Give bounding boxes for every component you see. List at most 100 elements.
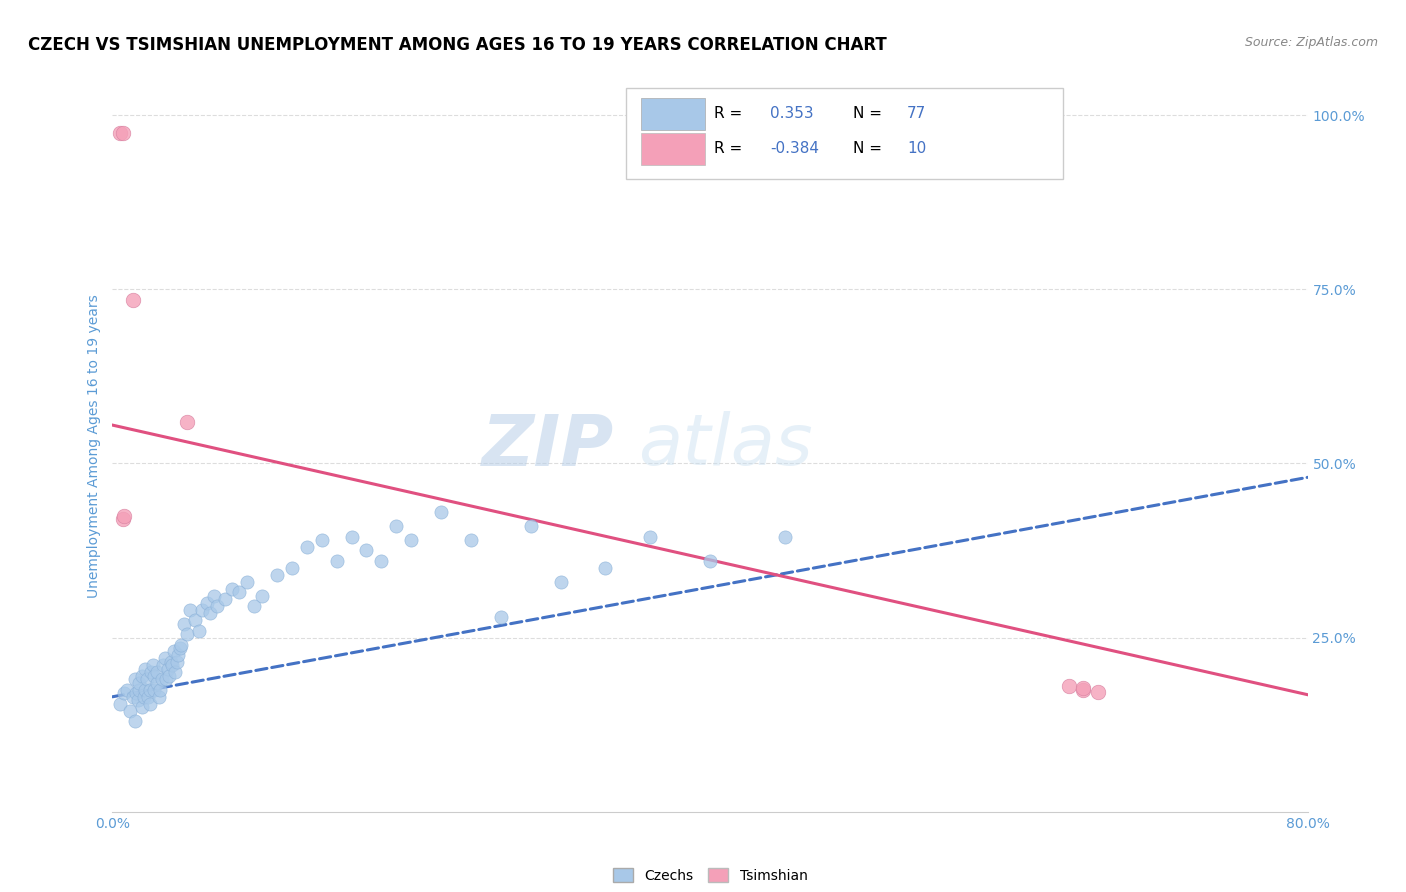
Point [128, 682, 150, 697]
Point [146, 676, 169, 690]
Point [150, 673, 173, 687]
Text: Source: ZipAtlas.com: Source: ZipAtlas.com [1244, 36, 1378, 49]
Point [152, 658, 174, 673]
Y-axis label: Unemployment Among Ages 16 to 19 years: Unemployment Among Ages 16 to 19 years [87, 294, 101, 598]
Point [111, 512, 134, 526]
Text: 10: 10 [907, 141, 927, 156]
Point [155, 673, 177, 687]
Point [195, 596, 218, 610]
Text: 0.353: 0.353 [770, 105, 814, 120]
Point [114, 686, 135, 700]
Point [370, 554, 392, 568]
Point [124, 714, 146, 728]
Point [699, 554, 721, 568]
Point [120, 704, 142, 718]
Text: N =: N = [853, 141, 887, 156]
Point [460, 533, 482, 547]
Point [243, 599, 266, 614]
Point [179, 603, 201, 617]
Point [430, 505, 453, 519]
Point [489, 609, 512, 624]
Point [157, 669, 180, 683]
Point [108, 697, 131, 711]
Point [156, 662, 179, 676]
Point [1073, 681, 1095, 695]
Point [401, 533, 423, 547]
Point [111, 126, 134, 140]
Point [162, 658, 183, 673]
Text: N =: N = [853, 105, 887, 120]
Point [122, 690, 145, 704]
Point [520, 519, 543, 533]
Point [773, 530, 796, 544]
Point [176, 627, 198, 641]
Point [134, 662, 156, 676]
Point [142, 658, 165, 673]
Point [188, 624, 211, 638]
Point [148, 690, 170, 704]
Point [170, 638, 193, 652]
Point [205, 599, 228, 614]
Point [114, 508, 135, 523]
Point [640, 530, 662, 544]
Point [131, 700, 153, 714]
Text: ZIP: ZIP [482, 411, 614, 481]
Point [135, 673, 157, 687]
Point [183, 613, 205, 627]
Point [385, 519, 408, 533]
Point [143, 669, 166, 683]
FancyBboxPatch shape [641, 98, 706, 130]
Point [266, 567, 288, 582]
Point [176, 415, 198, 429]
FancyBboxPatch shape [641, 133, 706, 165]
Point [125, 686, 148, 700]
Point [143, 682, 166, 697]
Point [550, 574, 572, 589]
Point [311, 533, 333, 547]
Point [149, 682, 172, 697]
Point [221, 582, 243, 596]
Point [146, 665, 169, 680]
Point [124, 673, 146, 687]
Point [281, 561, 304, 575]
Point [228, 585, 250, 599]
Text: R =: R = [714, 105, 747, 120]
Point [198, 606, 221, 620]
Point [122, 293, 145, 307]
Point [173, 616, 195, 631]
Point [127, 693, 149, 707]
Text: CZECH VS TSIMSHIAN UNEMPLOYMENT AMONG AGES 16 TO 19 YEARS CORRELATION CHART: CZECH VS TSIMSHIAN UNEMPLOYMENT AMONG AG… [28, 36, 887, 54]
Point [165, 665, 187, 680]
Point [1057, 679, 1080, 693]
Point [325, 554, 347, 568]
Point [138, 690, 160, 704]
Text: -0.384: -0.384 [770, 141, 818, 156]
Point [340, 530, 363, 544]
Point [250, 589, 273, 603]
Point [595, 561, 617, 575]
Point [202, 589, 225, 603]
Point [134, 682, 156, 697]
Point [356, 543, 378, 558]
Point [132, 690, 155, 704]
Legend: Czechs, Tsimshian: Czechs, Tsimshian [607, 863, 813, 888]
Point [141, 665, 163, 680]
Point [139, 682, 162, 697]
FancyBboxPatch shape [627, 87, 1063, 179]
Text: 77: 77 [907, 105, 927, 120]
Point [108, 126, 131, 140]
Point [117, 682, 139, 697]
Point [128, 676, 150, 690]
Point [191, 603, 214, 617]
Text: atlas: atlas [638, 411, 813, 481]
Point [159, 655, 181, 669]
Point [166, 655, 188, 669]
Point [236, 574, 259, 589]
Point [1073, 682, 1095, 697]
Point [167, 648, 190, 662]
Point [169, 640, 191, 655]
Point [131, 669, 153, 683]
Text: R =: R = [714, 141, 747, 156]
Point [1087, 685, 1109, 699]
Point [295, 540, 318, 554]
